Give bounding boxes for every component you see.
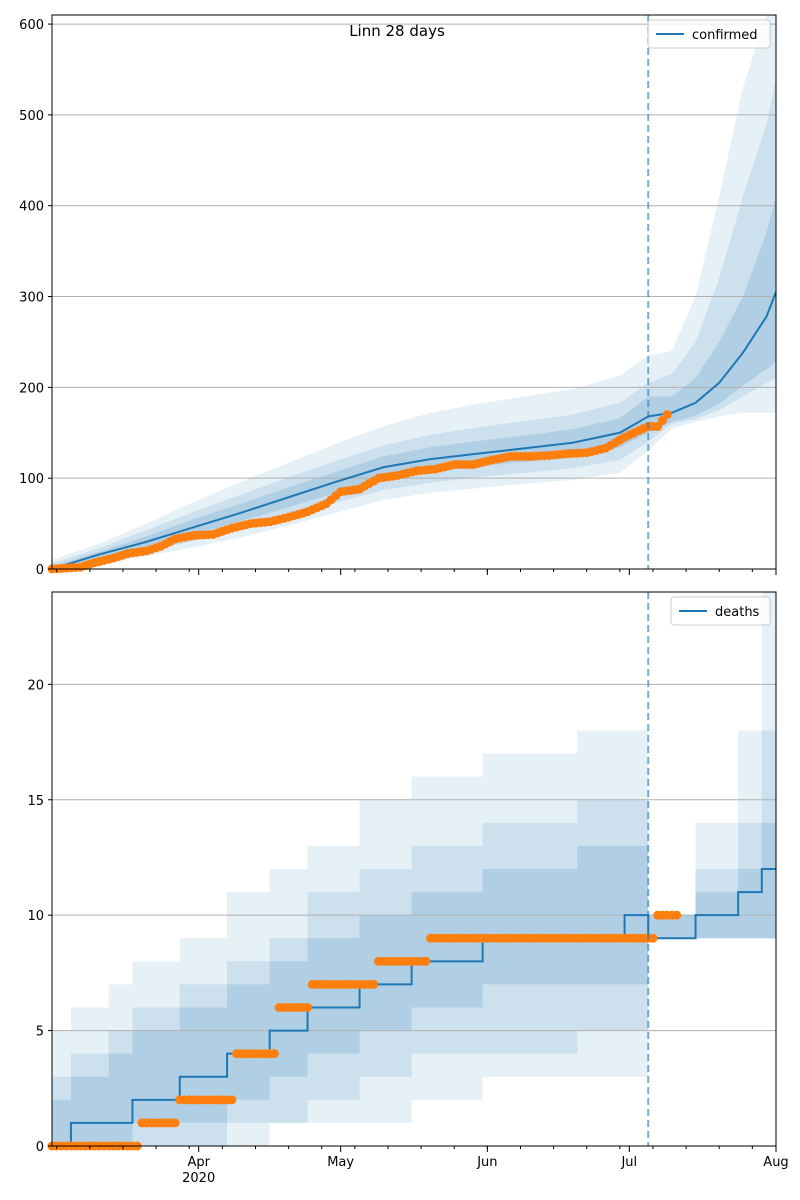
y-tick-label: 400 [19,200,44,215]
y-tick-label: 300 [19,291,44,306]
observed-point [369,979,379,989]
y-tick-label: 500 [19,109,44,124]
confirmed-y-ticks: 0 100 200 300 400 500 600 [19,18,52,578]
x-tick-label: Jul [620,1155,637,1170]
y-tick-label: 600 [19,18,44,33]
observed-point [421,956,431,966]
confirmed-panel: 0 100 200 300 400 500 600 Linn 28 days confirm… [19,14,777,578]
confirmed-gridlines [52,23,776,570]
legend-label-confirmed: confirmed [692,28,758,43]
observed-point [269,1049,279,1059]
deaths-bands [52,592,776,1146]
legend-box [647,19,771,49]
observed-point [303,1003,313,1012]
band-80 [52,730,776,1146]
confirmed-axes-frame [51,14,777,570]
deaths-y-ticks: 0 5 10 15 20 [27,678,52,1155]
x-tick-label: 2020 [182,1171,215,1186]
confirmed-legend: confirmed [647,19,771,49]
observed-point [672,910,682,920]
y-tick-label: 0 [36,1140,44,1155]
observed-point [227,1095,237,1105]
confirmed-bands [52,15,776,569]
y-tick-label: 0 [36,563,44,578]
chart-title: Linn 28 days [349,22,445,40]
observed-point [170,1118,180,1128]
x-tick-label: Apr [187,1155,210,1170]
y-tick-label: 20 [27,678,44,693]
y-tick-label: 100 [19,472,44,487]
y-tick-label: 200 [19,381,44,396]
deaths-legend: deaths [670,596,771,626]
confirmed-x-ticks [56,569,777,575]
legend-label-deaths: deaths [715,605,760,620]
band-95 [52,15,776,569]
observed-point [662,410,672,420]
x-tick-label: Jun [476,1155,497,1170]
median-line [52,291,776,569]
y-tick-label: 10 [27,909,44,924]
y-tick-label: 15 [27,794,44,809]
band-80 [52,78,776,569]
median-line [52,868,776,1146]
x-tick-label: Aug [763,1155,788,1170]
confirmed-median-layer [52,291,776,569]
x-tick-label: May [327,1155,354,1170]
deaths-median-layer [52,868,776,1146]
deaths-observed-points [47,910,682,1151]
confirmed-observed-points [47,410,672,574]
legend-box [670,596,771,626]
observed-point [648,933,658,943]
band-95 [52,592,776,1146]
y-tick-label: 5 [36,1025,44,1040]
deaths-axes-frame [51,591,777,1147]
band-50 [52,822,776,1146]
